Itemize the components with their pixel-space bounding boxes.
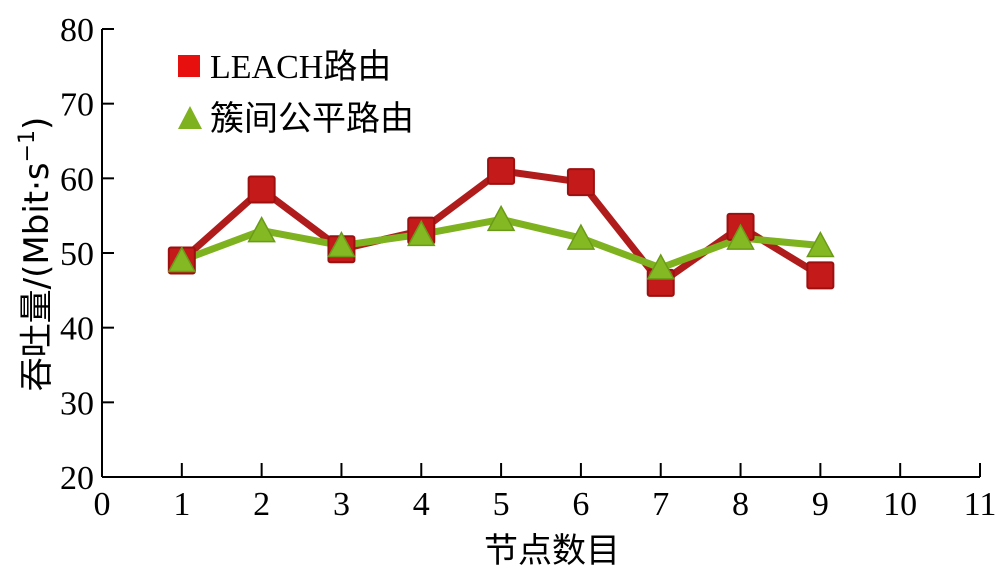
y-tick-label: 20: [60, 460, 94, 497]
x-tick-label: 4: [413, 486, 430, 523]
x-tick-label: 5: [493, 486, 510, 523]
x-tick-label: 3: [333, 486, 350, 523]
y-tick-label: 70: [60, 87, 94, 124]
series-layer: [167, 156, 835, 297]
legend-marker-leach: [178, 55, 200, 77]
y-tick-label: 50: [60, 236, 94, 273]
x-tick-label: 7: [652, 486, 669, 523]
legend-label-fair: 簇间公平路由: [210, 100, 414, 138]
y-tick-label: 60: [60, 161, 94, 198]
leach-point: [487, 156, 516, 185]
fair-point: [726, 223, 755, 250]
fair-point: [327, 230, 356, 258]
legend-marker-fair: [178, 106, 202, 129]
y-tick-label: 80: [60, 12, 94, 49]
y-axis-title: 吞吐量/(Mbit·s−1): [15, 117, 57, 392]
fair-point: [806, 230, 835, 258]
x-tick-label: 10: [883, 486, 917, 523]
leach-point: [247, 175, 276, 204]
leach-point: [566, 168, 595, 197]
y-axis-title-close: ): [17, 117, 57, 130]
ticks: 0 1 2 3 4 5 6 7 8 9 10 11 20 30 40 50 60 70 80: [60, 12, 996, 523]
x-axis-title: 节点数目: [484, 531, 620, 571]
y-tick-label: 40: [60, 311, 94, 348]
y-tick-label: 30: [60, 385, 94, 422]
x-tick-label: 11: [964, 486, 997, 523]
x-tick-label: 9: [812, 486, 829, 523]
x-tick-label: 0: [94, 486, 111, 523]
y-axis-title-exponent: −1: [15, 130, 40, 162]
axes: [101, 29, 980, 478]
x-tick-label: 6: [572, 486, 589, 523]
fair-point: [407, 219, 436, 247]
fair-point: [646, 253, 675, 280]
y-axis-title-main: 吞吐量/(Mbit·s: [17, 162, 57, 391]
fair-point: [167, 245, 197, 273]
leach-point: [806, 261, 835, 290]
fair-point: [247, 216, 276, 243]
fair-point: [486, 204, 516, 232]
legend-label-leach: LEACH路由: [210, 48, 391, 86]
legend: LEACH路由 簇间公平路由: [178, 48, 414, 138]
fair-point: [566, 223, 596, 250]
x-tick-label: 8: [732, 486, 749, 523]
x-tick-label: 1: [173, 486, 190, 523]
x-tick-label: 2: [253, 486, 270, 523]
